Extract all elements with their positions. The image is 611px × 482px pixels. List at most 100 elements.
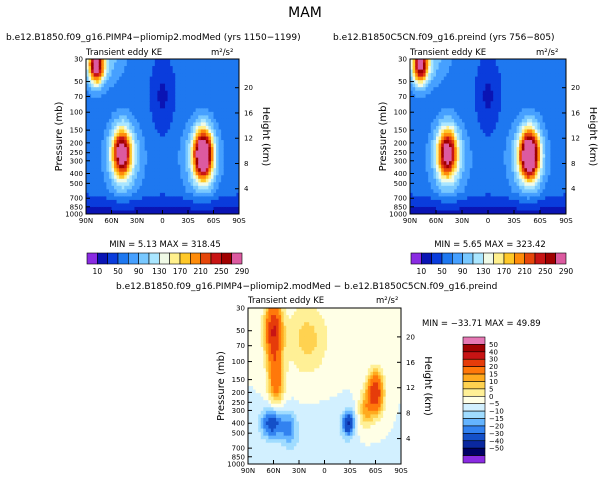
contour-cell	[493, 66, 497, 71]
contour-cell	[119, 132, 123, 138]
contour-cell	[180, 83, 184, 88]
contour-cell	[167, 171, 171, 176]
contour-cell	[228, 94, 232, 99]
contour-cell	[88, 143, 92, 148]
contour-cell	[542, 80, 546, 85]
contour-cell	[91, 73, 95, 78]
contour-cell	[129, 171, 133, 176]
contour-cell	[436, 140, 440, 145]
contour-cell	[165, 62, 169, 67]
contour-cell	[420, 111, 424, 116]
contour-cell	[503, 157, 507, 162]
contour-cell	[152, 87, 156, 92]
contour-cell	[185, 122, 189, 127]
contour-cell	[154, 140, 158, 145]
contour-cell	[103, 140, 107, 145]
contour-cell	[524, 154, 528, 159]
contour-cell	[119, 136, 123, 141]
contour-cell	[200, 143, 204, 148]
contour-cell	[443, 87, 447, 92]
contour-cell	[167, 178, 171, 183]
y-tick-label: 700	[70, 195, 83, 203]
contour-cell	[428, 161, 432, 166]
contour-cell	[430, 115, 434, 120]
contour-cell	[534, 62, 538, 67]
contour-cell	[534, 132, 538, 138]
contour-cell	[454, 132, 458, 138]
contour-cell	[415, 136, 419, 141]
contour-cell	[534, 171, 538, 176]
contour-cell	[144, 125, 148, 131]
contour-cell	[96, 171, 100, 176]
contour-cell	[129, 154, 133, 159]
contour-cell	[488, 150, 492, 155]
contour-cell	[508, 118, 512, 124]
contour-cell	[540, 101, 544, 106]
contour-cell	[170, 175, 174, 180]
contour-cell	[157, 73, 161, 78]
contour-cell	[503, 101, 507, 106]
contour-cell	[131, 189, 136, 194]
contour-cell	[469, 161, 473, 166]
contour-cell	[213, 111, 217, 116]
contour-cell	[485, 196, 489, 201]
contour-cell	[464, 108, 468, 113]
contour-cell	[182, 69, 187, 74]
contour-cell	[190, 59, 194, 64]
contour-cell	[425, 164, 429, 169]
contour-cell	[511, 203, 515, 208]
contour-cell	[467, 154, 471, 159]
contour-cell	[216, 115, 220, 120]
contour-cell	[449, 210, 453, 214]
contour-cell	[126, 125, 130, 131]
contour-cell	[443, 150, 447, 155]
contour-cell	[121, 199, 125, 205]
contour-cell	[412, 164, 416, 169]
contour-cell	[114, 203, 118, 208]
contour-cell	[129, 140, 133, 145]
contour-cell	[182, 168, 187, 173]
contour-cell	[451, 69, 455, 74]
contour-cell	[177, 178, 181, 183]
contour-cell	[537, 147, 541, 152]
contour-cell	[456, 182, 460, 187]
contour-cell	[410, 83, 414, 88]
contour-cell	[116, 192, 120, 197]
contour-cell	[139, 111, 143, 116]
contour-cell	[231, 132, 235, 138]
contour-cell	[420, 108, 424, 113]
contour-cell	[415, 147, 419, 152]
contour-cell	[449, 203, 453, 208]
contour-cell	[462, 182, 466, 187]
contour-cell	[537, 125, 541, 131]
contour-cell	[529, 69, 533, 74]
contour-cell	[446, 150, 450, 155]
contour-cell	[472, 62, 476, 67]
contour-cell	[459, 122, 463, 127]
contour-cell	[103, 90, 107, 95]
contour-cell	[111, 175, 115, 180]
contour-cell	[493, 125, 497, 131]
contour-cell	[203, 154, 207, 159]
contour-cell	[195, 192, 199, 197]
contour-cell	[446, 118, 450, 124]
contour-cell	[172, 161, 176, 166]
contour-cell	[464, 90, 468, 95]
contour-cell	[86, 108, 90, 113]
contour-cell	[121, 189, 125, 194]
contour-cell	[498, 104, 502, 109]
contour-cell	[236, 115, 239, 120]
contour-cell	[159, 122, 164, 127]
contour-cell	[93, 108, 97, 113]
contour-cell	[495, 203, 499, 208]
contour-cell	[210, 76, 215, 81]
contour-cell	[106, 73, 110, 78]
contour-cell	[172, 118, 176, 124]
contour-cell	[101, 196, 105, 201]
contour-cell	[508, 73, 512, 78]
contour-cell	[185, 94, 189, 99]
contour-cell	[495, 192, 499, 197]
contour-cell	[482, 206, 486, 212]
contour-cell	[485, 154, 489, 159]
contour-cell	[410, 69, 414, 74]
